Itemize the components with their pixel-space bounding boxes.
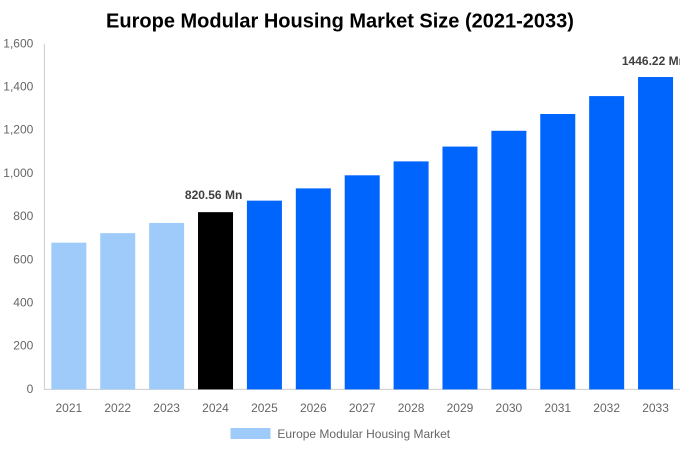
svg-text:2032: 2032 bbox=[593, 401, 620, 415]
svg-text:2026: 2026 bbox=[300, 401, 327, 415]
svg-text:1,000: 1,000 bbox=[3, 166, 33, 180]
svg-text:0: 0 bbox=[27, 382, 34, 396]
svg-text:2022: 2022 bbox=[104, 401, 131, 415]
svg-text:1,200: 1,200 bbox=[3, 123, 33, 137]
svg-text:600: 600 bbox=[13, 252, 33, 266]
svg-text:1,400: 1,400 bbox=[3, 80, 33, 94]
svg-text:2028: 2028 bbox=[398, 401, 425, 415]
svg-text:2029: 2029 bbox=[447, 401, 474, 415]
svg-text:800: 800 bbox=[13, 209, 33, 223]
svg-text:2033: 2033 bbox=[642, 401, 669, 415]
svg-text:Europe Modular Housing Market: Europe Modular Housing Market Size (2021… bbox=[106, 11, 574, 33]
svg-text:820.56 Mn: 820.56 Mn bbox=[185, 188, 242, 202]
svg-text:2024: 2024 bbox=[202, 401, 229, 415]
svg-text:2021: 2021 bbox=[55, 401, 82, 415]
svg-text:2027: 2027 bbox=[349, 401, 376, 415]
svg-text:2030: 2030 bbox=[496, 401, 523, 415]
svg-text:400: 400 bbox=[13, 296, 33, 310]
svg-text:Europe Modular Housing Market: Europe Modular Housing Market bbox=[277, 427, 450, 441]
svg-text:1,600: 1,600 bbox=[3, 36, 33, 50]
svg-text:2023: 2023 bbox=[153, 401, 180, 415]
svg-text:200: 200 bbox=[13, 339, 33, 353]
svg-text:1446.22 Mn: 1446.22 Mn bbox=[622, 54, 680, 68]
svg-text:2031: 2031 bbox=[544, 401, 571, 415]
svg-text:2025: 2025 bbox=[251, 401, 278, 415]
